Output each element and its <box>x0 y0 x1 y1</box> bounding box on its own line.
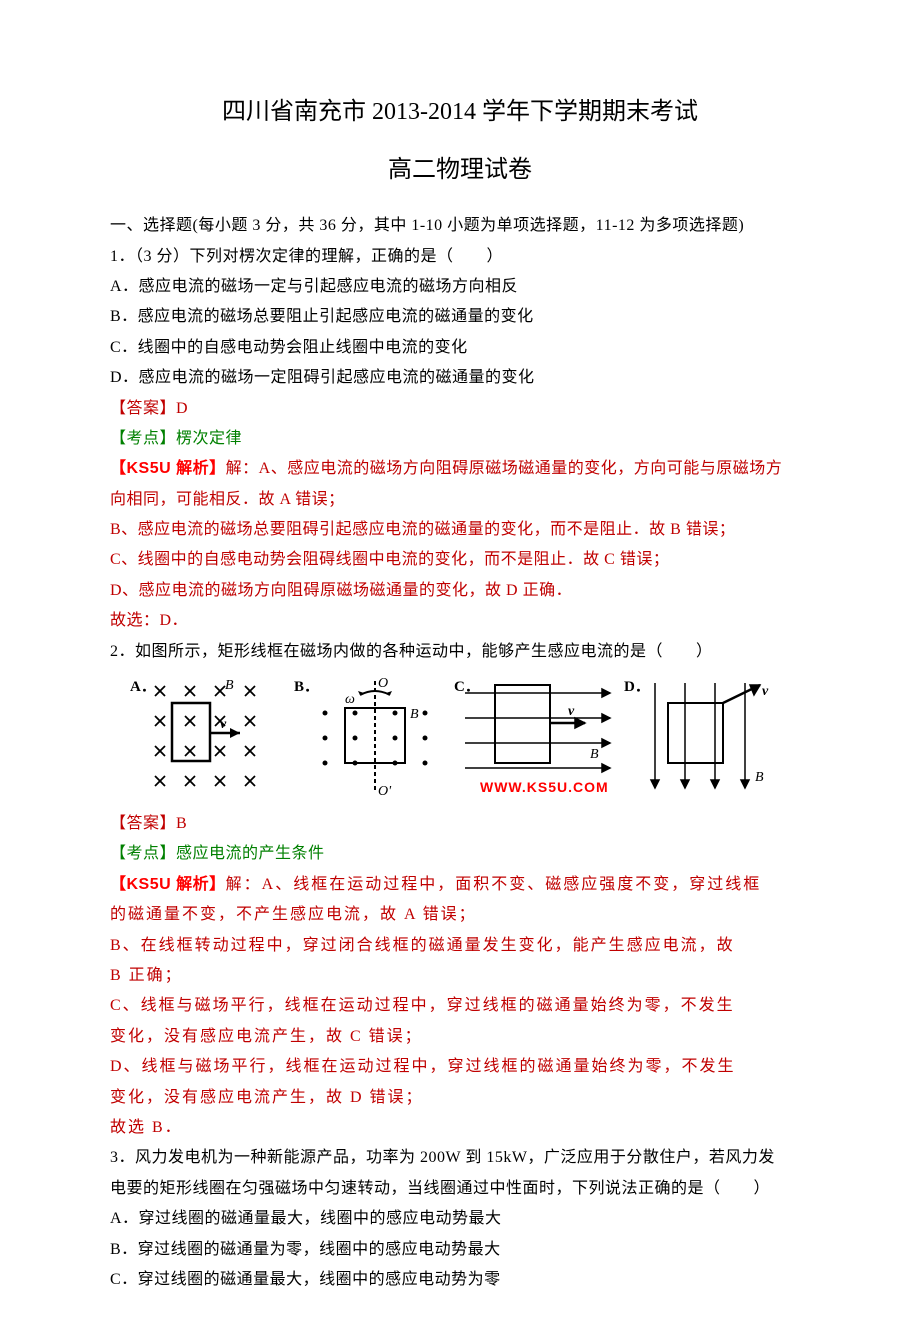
panel-b-label: B． <box>294 673 319 702</box>
panel-b-svg: O O' ω B <box>300 673 450 798</box>
q1-opt-c: C．线圈中的自感电动势会阻止线圈中电流的变化 <box>110 333 810 363</box>
q1-opt-d: D．感应电流的磁场一定阻碍引起感应电流的磁通量的变化 <box>110 363 810 393</box>
q2-parse-c1: C、线框与磁场平行，线框在运动过程中，穿过线框的磁通量始终为零，不发生 <box>110 991 810 1021</box>
svg-text:B: B <box>590 747 599 762</box>
svg-text:O': O' <box>378 784 392 798</box>
q1-parse-2: 向相同，可能相反．故 A 错误； <box>110 485 810 515</box>
q1-opt-a: A．感应电流的磁场一定与引起感应电流的磁场方向相反 <box>110 272 810 302</box>
watermark: WWW.KS5U.COM <box>480 774 609 801</box>
q3-opt-c: C．穿过线圈的磁通量最大，线圈中的感应电动势为零 <box>110 1265 810 1295</box>
q2-parse-a1: 【KS5U 解析】解：A、线框在运动过程中，面积不变、磁感应强度不变，穿过线框 <box>110 870 810 900</box>
q2-parse-d1: D、线框与磁场平行，线框在运动过程中，穿过线框的磁通量始终为零，不发生 <box>110 1052 810 1082</box>
panel-a-label: A． <box>130 673 156 702</box>
q2-figure: A． Bv B． O <box>130 673 810 803</box>
q2-parse-b2: B 正确； <box>110 961 810 991</box>
panel-c-label: C． <box>454 673 480 702</box>
q2-parse-ans: 故选 B． <box>110 1113 810 1143</box>
panel-d-svg: v B <box>630 673 790 798</box>
section-header: 一、选择题(每小题 3 分，共 36 分，其中 1-10 小题为单项选择题，11… <box>110 211 810 241</box>
q3-opt-a: A．穿过线圈的磁通量最大，线圈中的感应电动势最大 <box>110 1204 810 1234</box>
q1-opt-b: B．感应电流的磁场总要阻止引起感应电流的磁通量的变化 <box>110 302 810 332</box>
panel-d: D． v B <box>630 673 790 798</box>
svg-text:ω: ω <box>345 692 355 707</box>
parse-label-2: 【KS5U 解析】 <box>110 876 226 893</box>
q1-kaodian: 【考点】楞次定律 <box>110 424 810 454</box>
parse-label: 【KS5U 解析】 <box>110 460 226 477</box>
q2-parse-c2: 变化，没有感应电流产生，故 C 错误； <box>110 1022 810 1052</box>
q2-parse-b1: B、在线框转动过程中，穿过闭合线框的磁通量发生变化，能产生感应电流，故 <box>110 931 810 961</box>
svg-text:v: v <box>762 684 769 699</box>
q1-parse-d: D、感应电流的磁场方向阻碍原磁场磁通量的变化，故 D 正确． <box>110 576 810 606</box>
svg-text:v: v <box>220 717 227 732</box>
panel-d-label: D． <box>624 673 650 702</box>
q2-stem: 2．如图所示，矩形线框在磁场内做的各种运动中，能够产生感应电流的是（ ） <box>110 637 810 667</box>
panel-b: B． O O' ω B <box>300 673 450 798</box>
q1-parse-b: B、感应电流的磁场总要阻碍引起感应电流的磁通量的变化，而不是阻止．故 B 错误； <box>110 515 810 545</box>
q1-parse-c: C、线圈中的自感电动势会阻碍线圈中电流的变化，而不是阻止．故 C 错误； <box>110 545 810 575</box>
title-sub: 高二物理试卷 <box>110 148 810 194</box>
q2-answer: 【答案】B <box>110 809 810 839</box>
q3-stem-1: 3．风力发电机为一种新能源产品，功率为 200W 到 15kW，广泛应用于分散住… <box>110 1143 810 1173</box>
q3-opt-b: B．穿过线圈的磁通量为零，线圈中的感应电动势最大 <box>110 1235 810 1265</box>
svg-text:B: B <box>225 678 234 693</box>
q1-stem: 1．（3 分）下列对楞次定律的理解，正确的是（ ） <box>110 242 810 272</box>
q1-parse-1: 【KS5U 解析】解：A、感应电流的磁场方向阻碍原磁场磁通量的变化，方向可能与原… <box>110 454 810 484</box>
q2-parse-a2: 的磁通量不变，不产生感应电流，故 A 错误； <box>110 900 810 930</box>
svg-text:v: v <box>568 704 575 719</box>
q3-stem-2: 电要的矩形线圈在匀强磁场中匀速转动，当线圈通过中性面时，下列说法正确的是（ ） <box>110 1174 810 1204</box>
svg-text:B: B <box>755 770 764 785</box>
svg-text:O: O <box>378 676 388 691</box>
q1-parse-ans: 故选：D． <box>110 606 810 636</box>
q1-answer: 【答案】D <box>110 394 810 424</box>
q2-kaodian: 【考点】感应电流的产生条件 <box>110 839 810 869</box>
q2-parse-d2: 变化，没有感应电流产生，故 D 错误； <box>110 1083 810 1113</box>
title-main: 四川省南充市 2013-2014 学年下学期期末考试 <box>110 90 810 136</box>
svg-text:B: B <box>410 707 419 722</box>
panel-a: A． Bv <box>130 673 290 798</box>
